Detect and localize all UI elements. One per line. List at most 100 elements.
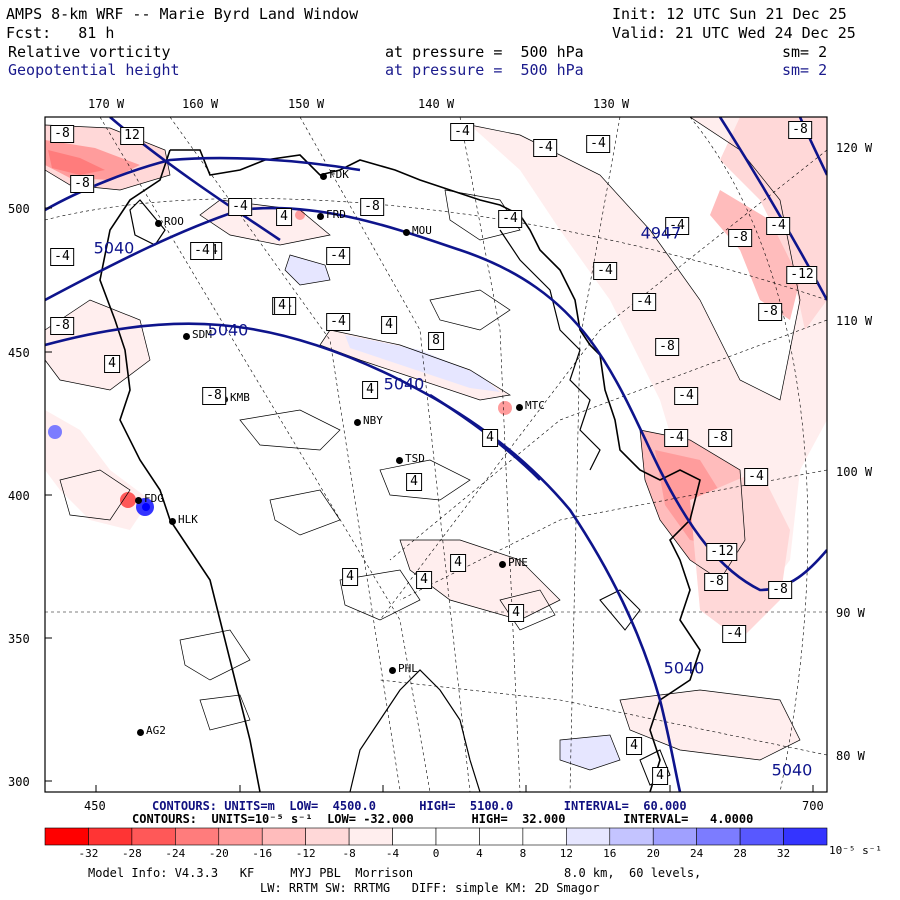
vorticity-contour-label: 4 [362,381,378,399]
lon-label-right: 90 W [836,606,865,620]
station-dot [499,561,506,568]
colorbar-box [522,827,567,846]
station-label: FDK [329,168,349,181]
vorticity-contour-label: 4 [482,429,498,447]
map-title: AMPS 8-km WRF -- Marie Byrd Land Window [6,5,359,23]
y-tick-label: 400 [8,489,30,503]
station-dot [135,497,142,504]
vorticity-contour-label: -4 [498,210,522,228]
colorbar-box [131,827,176,846]
vorticity-shade-east-inner [710,190,800,320]
vorticity-shade-frd-negative [295,210,305,220]
colorbar-tick-label: -24 [165,847,186,860]
init-time: Init: 12 UTC Sun 21 Dec 25 [612,5,847,23]
colorbar-tick-label: 0 [432,847,440,860]
colorbar-tick-label: 24 [690,847,704,860]
station-dot [183,333,190,340]
lon-label-top: 170 W [88,97,125,111]
vorticity-contour-label: 12 [120,127,144,145]
model-physics: LW: RRTM SW: RRTMG DIFF: simple KM: 2D S… [260,881,600,895]
colorbar-tick-label: -32 [78,847,99,860]
station-label: PHL [398,662,418,675]
colorbar-tick-label: -16 [252,847,273,860]
colorbar-box [305,827,350,846]
colorbar-units: 10⁻⁵ s⁻¹ [829,844,882,857]
station-label: PNE [508,556,528,569]
field2-smoothing: sm= 2 [782,61,828,79]
station-label: HLK [178,513,198,526]
vorticity-contour-label: -4 [664,429,688,447]
station-dot [155,220,162,227]
island-outline [599,589,671,786]
vorticity-contour-label: -4 [50,248,74,266]
colorbar-tick-label: -4 [385,847,400,860]
x-tick-label: 450 [84,799,106,813]
height-contour-caption: CONTOURS: UNITS=m LOW= 4500.0 HIGH= 5100… [152,799,687,813]
station-label: FRD [326,208,346,221]
station-dot [169,518,176,525]
station-label: KMB [230,391,250,404]
colorbar-tick-label: 4 [476,847,483,860]
vorticity-contour-label: -4 [766,217,790,235]
vorticity-contour-label: -8 [202,387,226,405]
vorticity-contour-label: -4 [586,135,610,153]
colorbar-tick-label: 16 [603,847,617,860]
station-label: ROO [164,215,184,228]
vorticity-shade-island-peak [142,503,150,511]
vorticity-shade-mtc-negative [498,401,512,415]
colorbar-tick-label: 12 [559,847,573,860]
station-label: SDM [192,328,212,341]
station-dot [320,173,327,180]
station-dot [317,213,324,220]
colorbar-tick-label: -28 [121,847,142,860]
station-dot [516,404,523,411]
height-contour-label: 5040 [771,760,813,780]
field1-smoothing: sm= 2 [782,43,828,61]
colorbar-tick-label: 20 [646,847,660,860]
vorticity-contour-label: -12 [786,266,818,284]
station-label: MOU [412,224,432,237]
lon-label-right: 120 W [836,141,873,155]
vorticity-contour-label: -4 [722,625,746,643]
x-tick-label: 700 [802,799,824,813]
y-tick-label: 500 [8,202,30,216]
coastline-peninsula [499,229,601,471]
vorticity-contour-label: 4 [416,571,432,589]
station-label: FDG [144,492,164,505]
latlon-grid [45,117,827,792]
model-resolution: 8.0 km, 60 levels, [564,866,702,880]
station-dot [396,457,403,464]
colorbar-box [348,827,393,846]
colorbar-box [609,827,654,846]
colorbar [44,827,828,846]
vorticity-contour-label: -8 [70,175,94,193]
colorbar-tick-label: 28 [733,847,747,860]
y-tick-label: 350 [8,632,30,646]
forecast-hour: Fcst: 81 h [6,24,115,42]
vorticity-shade-west-positive [48,425,62,439]
model-info: Model Info: V4.3.3 KF MYJ PBL Morrison [88,866,414,880]
vorticity-contour-label: 8 [428,332,444,350]
coastline-inlet [349,669,481,792]
vorticity-shade-southeast-strip [620,690,800,760]
vorticity-shade-northwest-peak [48,150,105,175]
colorbar-box [88,827,133,846]
vorticity-contour-label: -4 [593,262,617,280]
station-dot [137,729,144,736]
vorticity-contour-label: -8 [758,303,782,321]
field2-level: at pressure = 500 hPa [385,61,584,79]
vorticity-contour-label: -12 [706,543,738,561]
colorbar-box [261,827,306,846]
vorticity-contour-label: -4 [665,217,689,235]
station-dot [403,229,410,236]
height-contour-label: 5040 [663,658,705,678]
plot-frame [44,116,828,793]
lon-label-right: 110 W [836,314,873,328]
vorticity-shade-central-positive [345,335,500,392]
field1-name: Relative vorticity [8,43,171,61]
colorbar-box [218,827,263,846]
vorticity-contour-label: 4 [342,568,358,586]
vorticity-contour-label: -4 [228,198,252,216]
vorticity-contour-label: 4 [381,316,397,334]
